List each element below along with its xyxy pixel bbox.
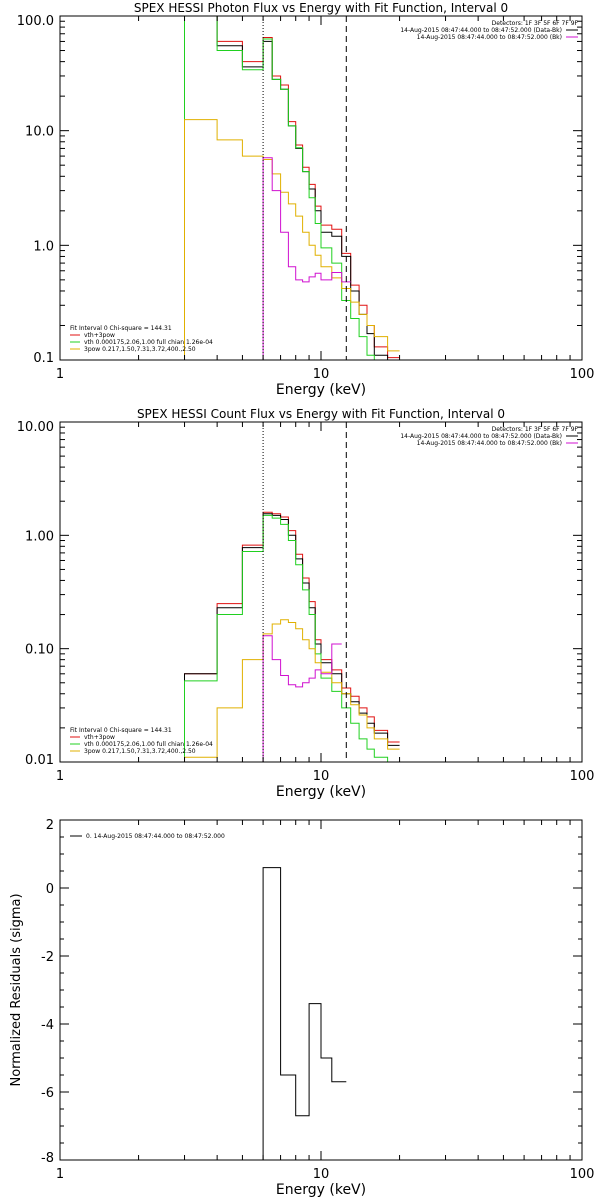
legend-entry-label: 14-Aug-2015 08:47:44.000 to 08:47:52.000… (400, 27, 562, 34)
series-green-line (184, 16, 375, 360)
plot-frame (59, 421, 583, 763)
legend-entry-label: 0. 14-Aug-2015 08:47:44.000 to 08:47:52.… (86, 833, 225, 840)
chart-title: SPEX HESSI Count Flux vs Energy with Fit… (137, 407, 505, 421)
y-tick-label: 100.0 (17, 14, 54, 29)
legend-entry-label: vth+3pow (84, 332, 115, 339)
y-tick-label: 2 (46, 818, 54, 833)
legend-entry-label: vth 0.000175,2.06,1.00 full chian 1.26e-… (84, 339, 213, 346)
legend-entry-label: 14-Aug-2015 08:47:44.000 to 08:47:52.000… (417, 440, 562, 447)
x-tick-label: 100 (570, 769, 595, 784)
series-magenta-line (262, 635, 342, 762)
x-tick-label: 1 (56, 1167, 64, 1182)
x-tick-label: 1 (56, 769, 64, 784)
chart-panel-2 (59, 421, 583, 763)
y-tick-label: 10.0 (25, 125, 54, 140)
legend-detectors: Detectors: 1F 3F 5F 6F 7F 9F (492, 426, 579, 433)
plot-frame (59, 15, 583, 361)
y-tick-label: 1.00 (25, 529, 54, 544)
y-tick-label: 0.1 (33, 351, 54, 366)
x-axis-label: Energy (keV) (276, 1182, 366, 1198)
legend-detectors: Detectors: 1F 3F 5F 6F 7F 9F (492, 20, 579, 27)
series-red-line (184, 16, 400, 360)
legend-entry-label: vth 0.000175,2.06,1.00 full chian 1.26e-… (84, 741, 213, 748)
y-tick-label: -4 (41, 1018, 54, 1033)
series-yellow-line (184, 119, 400, 360)
x-tick-label: 10 (313, 1167, 330, 1182)
series-group (184, 16, 400, 360)
x-axis-label: Energy (keV) (276, 382, 366, 398)
legend-entry-label: 3pow 0.217,1.50,7.31,3.72,400.,2.50 (84, 346, 196, 353)
chart-title: SPEX HESSI Photon Flux vs Energy with Fi… (134, 1, 508, 15)
y-tick-label: 1.0 (33, 239, 54, 254)
series-group (262, 867, 347, 1160)
y-tick-label: -8 (41, 1151, 54, 1166)
series-magenta-line (262, 157, 351, 360)
y-tick-label: -6 (41, 1086, 54, 1101)
y-axis-label: Normalized Residuals (sigma) (9, 893, 24, 1086)
legend-entry-label: 14-Aug-2015 08:47:44.000 to 08:47:52.000… (400, 433, 562, 440)
series-group (184, 511, 400, 762)
x-tick-label: 100 (570, 1167, 595, 1182)
y-tick-label: -2 (41, 950, 54, 965)
legend-entry-label: 14-Aug-2015 08:47:44.000 to 08:47:52.000… (417, 34, 562, 41)
series-black-line (262, 867, 347, 1160)
x-tick-label: 1 (56, 367, 64, 382)
x-tick-label: 10 (313, 769, 330, 784)
y-tick-label: 0.10 (25, 643, 54, 658)
x-axis-label: Energy (keV) (276, 784, 366, 800)
legend-fit-header: Fit Interval 0 Chi-square = 144.31 (70, 325, 172, 332)
legend-entry-label: 3pow 0.217,1.50,7.31,3.72,400.,2.50 (84, 748, 196, 755)
legend-entry-label: vth+3pow (84, 734, 115, 741)
plot-frame (59, 819, 583, 1161)
y-tick-label: 0.01 (25, 753, 54, 768)
x-tick-label: 100 (570, 367, 595, 382)
y-tick-label: 10.00 (17, 420, 54, 435)
chart-panel-1 (59, 15, 583, 361)
legend-fit-header: Fit Interval 0 Chi-square = 144.31 (70, 727, 172, 734)
y-tick-label: 0 (46, 882, 54, 897)
x-tick-label: 10 (313, 367, 330, 382)
chart-panel-3 (59, 819, 583, 1161)
